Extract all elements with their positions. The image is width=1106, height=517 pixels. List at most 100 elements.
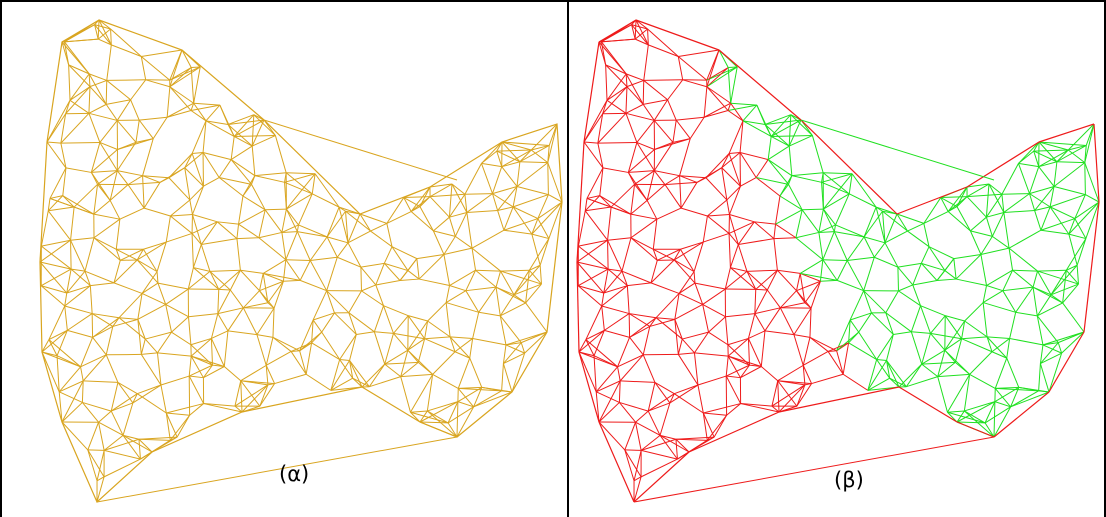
mesh-edge (1018, 162, 1039, 168)
mesh-edge (727, 337, 749, 346)
mesh-edge (113, 282, 143, 294)
mesh-edge (375, 280, 401, 286)
mesh-edge (49, 195, 63, 199)
mesh-edge (417, 338, 426, 363)
mesh-edge (190, 337, 212, 346)
mesh-edge (635, 19, 649, 46)
mesh-edge (876, 359, 891, 379)
mesh-edge (624, 449, 642, 478)
mesh-edge (345, 211, 349, 243)
mesh-edge (921, 361, 956, 365)
mesh-edge (627, 282, 652, 287)
mesh-edge (625, 86, 628, 114)
mesh-edge (630, 200, 648, 215)
mesh-edge (512, 206, 533, 235)
mesh-edge (458, 387, 502, 392)
mesh-edge (1029, 193, 1051, 208)
mesh-edge (234, 380, 242, 407)
mesh-edge (1034, 206, 1051, 212)
mesh-edge (165, 215, 171, 243)
mesh-edge (258, 237, 287, 261)
mesh-edge (374, 331, 394, 334)
mesh-edge (56, 330, 68, 356)
mesh-outline-edge (800, 119, 898, 215)
mesh-edge (217, 307, 244, 315)
mesh-edge (770, 136, 790, 147)
mesh-edge (653, 99, 669, 121)
mesh-edge (625, 73, 644, 81)
mesh-edge (501, 141, 550, 146)
mesh-edge (664, 181, 697, 186)
mesh-edge (481, 141, 503, 164)
mesh-edge (97, 184, 111, 201)
mesh-edge (116, 170, 129, 185)
mesh-edge (192, 244, 202, 268)
mesh-edge (330, 360, 350, 391)
mesh-edge (82, 354, 107, 382)
mesh-edge (694, 282, 704, 305)
mesh-edge (1032, 287, 1038, 316)
mesh-edge (223, 330, 229, 367)
mesh-edge (132, 384, 162, 404)
mesh-edge (118, 293, 143, 319)
mesh-edge (90, 142, 101, 173)
mesh-edge (137, 303, 166, 320)
mesh-outline-edge (956, 421, 995, 438)
mesh-edge (141, 282, 159, 294)
mesh-edge (867, 359, 878, 391)
mesh-edge (982, 285, 988, 303)
mesh-edge (1006, 338, 1011, 359)
mesh-edge (898, 290, 921, 307)
mesh-edge (882, 210, 908, 232)
mesh-edge (1084, 162, 1086, 195)
mesh-edge (503, 342, 522, 364)
mesh-edge (238, 209, 266, 225)
mesh-edge (994, 357, 1008, 389)
mesh-edge (217, 221, 238, 240)
mesh-edge (693, 271, 696, 284)
mesh-edge (135, 120, 140, 143)
mesh-edge (721, 167, 741, 187)
mesh-edge (876, 334, 894, 360)
mesh-edge (675, 439, 678, 460)
mesh-edge (426, 374, 434, 412)
mesh-edge (347, 213, 361, 243)
mesh-edge (98, 19, 111, 30)
mesh-edge (636, 120, 655, 143)
mesh-edge (81, 380, 84, 403)
mesh-edge (1049, 194, 1086, 208)
mesh-edge (64, 305, 93, 315)
mesh-edge (58, 366, 81, 393)
mesh-edge (503, 218, 539, 231)
mesh-edge (767, 159, 789, 185)
mesh-edge (193, 267, 211, 272)
mesh-edge (290, 351, 307, 375)
mesh-edge (737, 221, 755, 245)
mesh-edge (963, 374, 971, 412)
mesh-edge (190, 355, 204, 378)
mesh-edge (284, 182, 287, 210)
mesh-edge (298, 193, 313, 226)
mesh-edge (980, 247, 1010, 255)
mesh-edge (1040, 218, 1076, 231)
mesh-edge (937, 373, 970, 378)
mesh-edge (227, 119, 265, 125)
mesh-edge (170, 215, 193, 234)
mesh-edge (443, 247, 473, 255)
mesh-edge (167, 110, 192, 118)
mesh-edge (597, 112, 627, 144)
mesh-edge (595, 380, 621, 393)
mesh-edge (833, 224, 836, 232)
mesh-edge (87, 449, 98, 481)
mesh-edge (1015, 311, 1038, 317)
mesh-edge (187, 267, 194, 290)
mesh-edge (630, 213, 657, 220)
mesh-edge (49, 167, 67, 199)
mesh-edge (820, 279, 838, 282)
mesh-edge (678, 49, 720, 57)
mesh-edge (577, 268, 609, 287)
mesh-edge (791, 172, 824, 177)
mesh-edge (961, 320, 966, 339)
mesh-edge (41, 351, 81, 368)
mesh-edge (633, 476, 642, 482)
